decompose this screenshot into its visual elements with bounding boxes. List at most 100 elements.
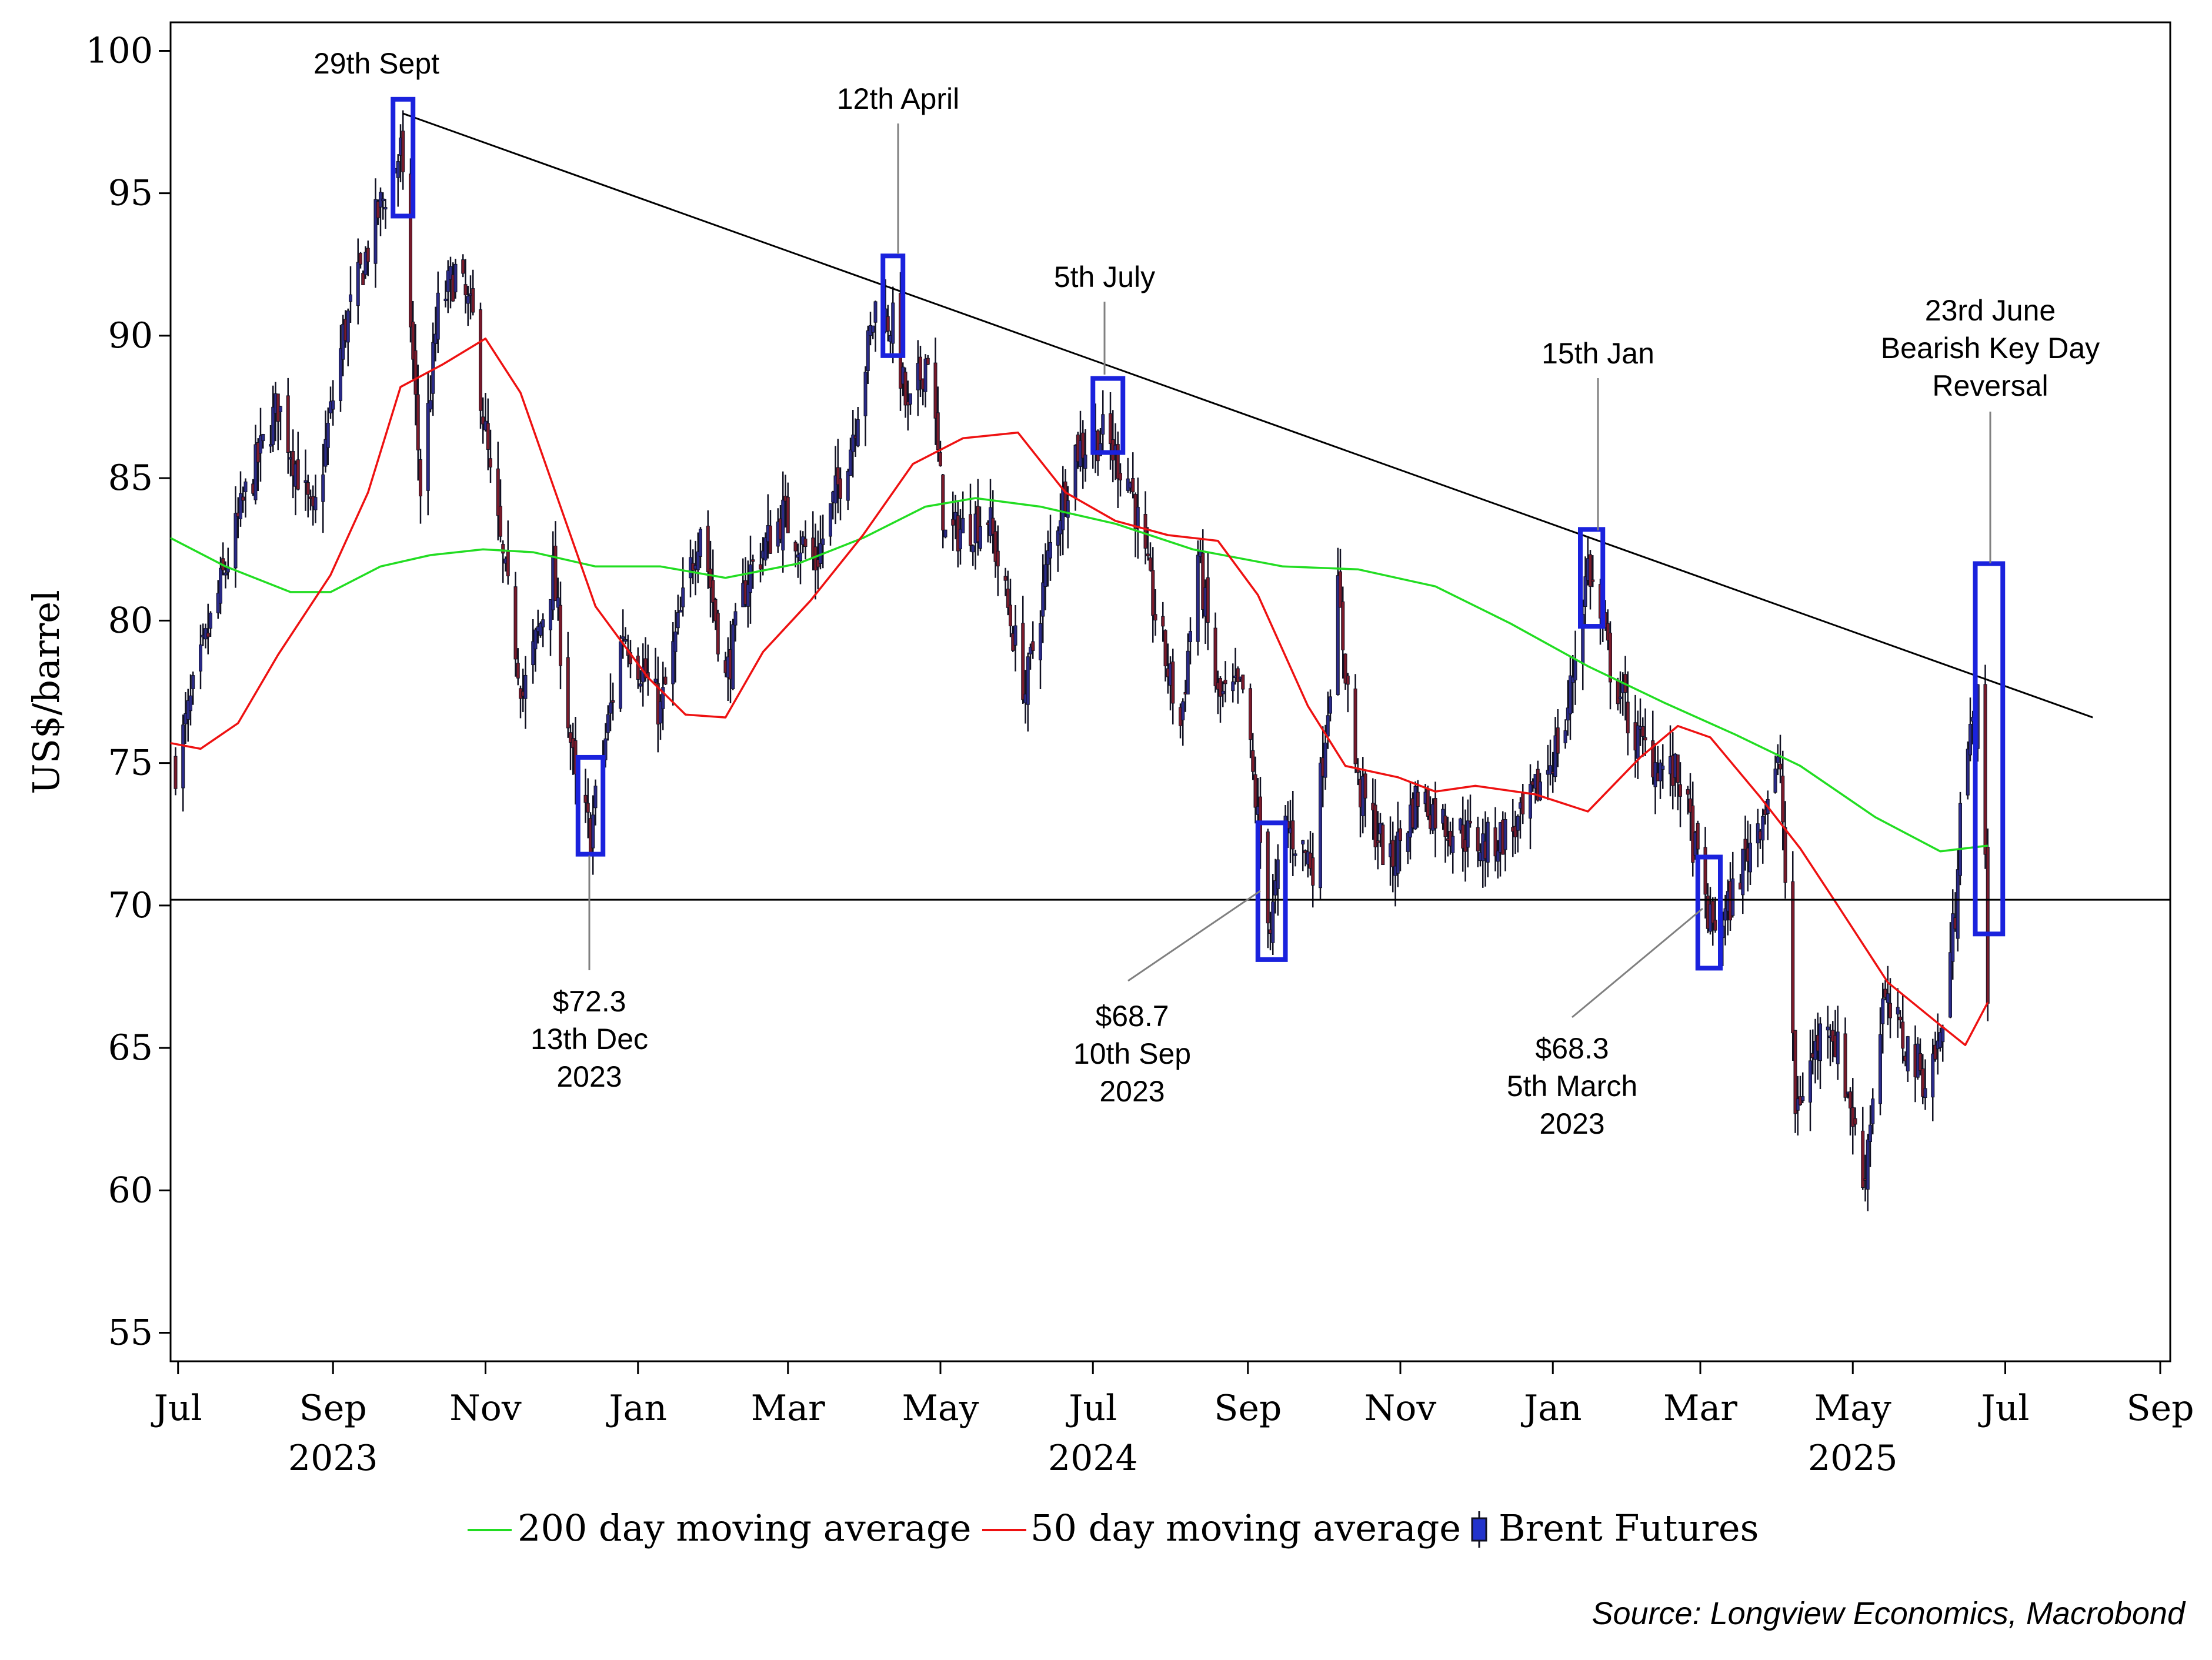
candle-body xyxy=(1163,630,1167,667)
candle-body xyxy=(346,310,350,343)
candle xyxy=(1443,803,1447,863)
candle xyxy=(496,442,500,540)
candle-body xyxy=(223,572,228,576)
candle xyxy=(446,260,450,313)
candle xyxy=(1676,754,1680,810)
candle-body xyxy=(306,482,310,495)
candle xyxy=(1329,689,1332,722)
candle-body xyxy=(653,679,658,683)
candle-body xyxy=(513,586,518,660)
candle xyxy=(993,520,997,578)
candle-body xyxy=(1219,678,1222,697)
y-axis: 100 95 90 85 80 75 70 65 60 55 xyxy=(85,30,171,1354)
candle-body xyxy=(1363,773,1367,799)
candle xyxy=(1969,697,1972,761)
candle xyxy=(271,385,275,452)
candle xyxy=(1363,771,1367,827)
candle xyxy=(1883,980,1887,1001)
x-tick-label: Jul xyxy=(1065,1388,1117,1429)
candle xyxy=(1836,1006,1840,1080)
highlight-box xyxy=(1973,561,2006,937)
candle xyxy=(786,482,790,533)
candle xyxy=(1083,429,1087,482)
candle-body xyxy=(1343,653,1347,684)
candle xyxy=(303,449,308,511)
candle xyxy=(1189,617,1192,664)
candle xyxy=(1606,609,1610,650)
candle-body xyxy=(1119,473,1122,480)
candle-body xyxy=(1749,843,1752,873)
candle xyxy=(1136,477,1140,559)
annotation-label: 5th July xyxy=(1054,260,1155,293)
candle xyxy=(623,627,628,644)
candle xyxy=(219,556,222,614)
candle xyxy=(1396,801,1400,887)
y-tick-label: 100 xyxy=(85,30,153,71)
candle xyxy=(1643,708,1647,756)
candle xyxy=(243,478,248,518)
candle xyxy=(891,286,895,363)
candle xyxy=(971,544,975,566)
candle-body xyxy=(486,423,490,450)
candle xyxy=(331,380,335,426)
candle xyxy=(1851,1078,1855,1155)
candle xyxy=(1923,1059,1927,1110)
candle-body xyxy=(1761,816,1765,841)
annotation-label: 23rd June Bearish Key Day Reversal xyxy=(1881,294,2100,402)
candle xyxy=(821,515,825,569)
candle xyxy=(939,440,942,467)
y-tick-label: 95 xyxy=(108,173,153,214)
candle xyxy=(1026,652,1030,732)
candle-body xyxy=(174,756,178,789)
annotation-label: $68.3 5th March 2023 xyxy=(1507,1032,1637,1140)
candle xyxy=(839,467,842,520)
candle xyxy=(349,266,352,323)
candle xyxy=(569,724,572,770)
candle-body xyxy=(1146,553,1150,556)
candle-body xyxy=(1896,1007,1900,1015)
candle-body xyxy=(1879,1034,1882,1104)
candle xyxy=(1583,556,1587,627)
downtrend-line xyxy=(402,112,2093,719)
y-tick-label: 65 xyxy=(108,1027,153,1068)
candle-body xyxy=(793,542,798,552)
candle-body xyxy=(1399,828,1402,841)
candle-body xyxy=(1221,690,1225,694)
annotation-label: $68.7 10th Sep 2023 xyxy=(1073,1000,1191,1108)
candle xyxy=(1153,589,1157,636)
candle xyxy=(1879,1007,1882,1115)
x-tick-label: Mar xyxy=(751,1388,825,1429)
candle-body xyxy=(291,451,295,476)
candle-body xyxy=(1569,675,1572,714)
candle-body xyxy=(1143,514,1147,549)
annotation-label: $72.3 13th Dec 2023 xyxy=(531,985,648,1093)
candle xyxy=(1609,621,1612,710)
annotation-line: 5th March xyxy=(1507,1070,1637,1103)
candle-body xyxy=(1773,769,1777,793)
candle-body xyxy=(1249,688,1252,740)
candle-body xyxy=(206,633,210,637)
candle xyxy=(1569,656,1572,740)
candle xyxy=(759,543,762,583)
candle xyxy=(793,540,798,567)
candle xyxy=(1521,784,1525,824)
candle-body xyxy=(639,683,642,687)
candle-body xyxy=(936,412,940,450)
candle xyxy=(429,375,432,413)
candle-body xyxy=(341,323,345,360)
candle-body xyxy=(836,467,840,485)
candle-body xyxy=(959,529,962,549)
annotation-line: 13th Dec xyxy=(531,1023,648,1056)
candle xyxy=(731,619,735,690)
candle-body xyxy=(609,702,612,714)
candle xyxy=(1081,420,1085,489)
candle xyxy=(733,603,738,642)
candle xyxy=(1101,390,1105,450)
candle-body xyxy=(1553,735,1557,777)
candle-body xyxy=(813,546,818,570)
candle-body xyxy=(706,526,710,572)
candle xyxy=(1003,567,1007,596)
candle xyxy=(813,523,818,600)
candle xyxy=(1591,555,1595,587)
candle xyxy=(513,572,518,677)
